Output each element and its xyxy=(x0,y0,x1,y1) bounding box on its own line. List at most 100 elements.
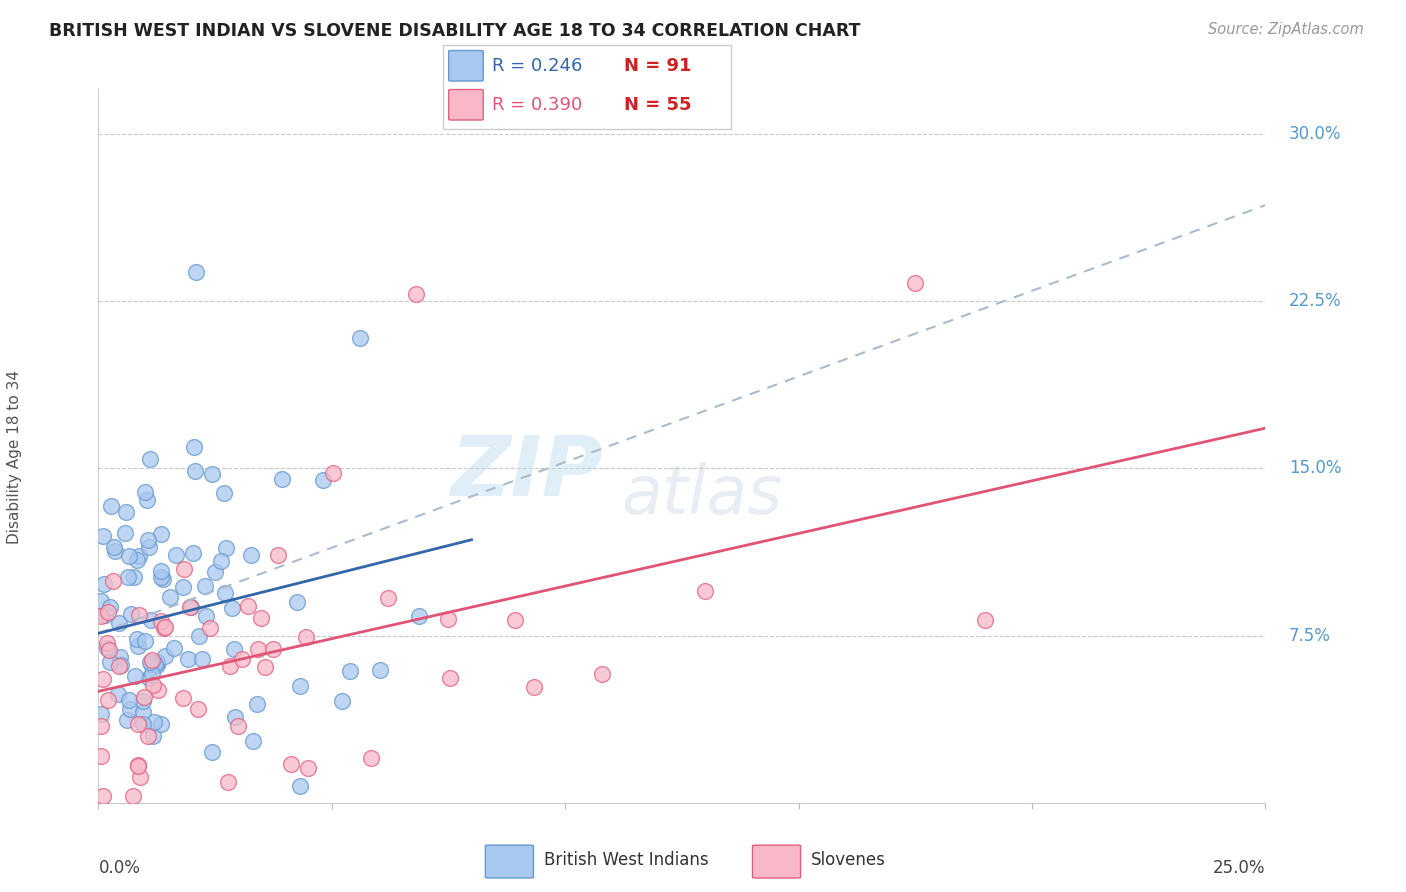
Point xyxy=(127,632,149,646)
Text: N = 55: N = 55 xyxy=(624,95,692,114)
FancyBboxPatch shape xyxy=(485,845,533,878)
Point xyxy=(145,655,167,669)
Point xyxy=(201,467,224,481)
Point xyxy=(136,729,159,743)
Point xyxy=(141,653,163,667)
Point xyxy=(134,485,156,500)
Point xyxy=(179,599,201,614)
Text: ZIP: ZIP xyxy=(450,433,603,513)
Text: 25.0%: 25.0% xyxy=(1213,858,1265,877)
Point xyxy=(96,636,118,650)
Point xyxy=(139,613,162,627)
Point xyxy=(117,570,139,584)
Point xyxy=(142,678,165,692)
Point xyxy=(90,719,112,733)
Point xyxy=(294,630,316,644)
Point xyxy=(224,710,246,724)
Point xyxy=(146,658,169,673)
Point xyxy=(128,549,150,563)
Point xyxy=(209,554,232,568)
Point xyxy=(226,718,249,732)
Point xyxy=(139,655,162,669)
Point xyxy=(142,729,165,743)
Point xyxy=(127,759,149,773)
Point xyxy=(249,610,271,624)
Point xyxy=(127,716,149,731)
Point xyxy=(139,451,162,466)
Point xyxy=(125,552,148,566)
Point xyxy=(110,657,132,672)
FancyBboxPatch shape xyxy=(752,845,800,878)
Point xyxy=(523,680,546,694)
Point xyxy=(115,713,138,727)
Point xyxy=(198,621,221,635)
Point xyxy=(405,287,427,301)
Point xyxy=(110,650,132,665)
Point xyxy=(143,714,166,729)
Point xyxy=(181,546,204,560)
Text: 7.5%: 7.5% xyxy=(1289,626,1330,645)
Point xyxy=(439,671,461,685)
Point xyxy=(152,572,174,586)
Point xyxy=(90,748,112,763)
Point xyxy=(377,591,399,605)
Point xyxy=(93,577,115,591)
Text: Source: ZipAtlas.com: Source: ZipAtlas.com xyxy=(1208,22,1364,37)
Point xyxy=(187,702,209,716)
Point xyxy=(217,774,239,789)
Point xyxy=(127,639,149,653)
Point xyxy=(138,533,160,548)
Point xyxy=(143,657,166,672)
Point xyxy=(186,265,208,279)
Point xyxy=(339,664,361,678)
Point xyxy=(290,779,312,793)
Point xyxy=(149,526,172,541)
Point xyxy=(183,440,205,454)
Point xyxy=(505,613,527,627)
Point xyxy=(101,574,124,588)
Point xyxy=(100,499,122,513)
FancyBboxPatch shape xyxy=(443,45,731,129)
Point xyxy=(135,492,157,507)
Point xyxy=(97,605,120,619)
Point xyxy=(114,525,136,540)
Point xyxy=(159,590,181,604)
Point xyxy=(98,656,121,670)
Text: 0.0%: 0.0% xyxy=(98,858,141,877)
Point xyxy=(134,634,156,648)
Point xyxy=(904,276,927,290)
FancyBboxPatch shape xyxy=(449,51,484,81)
Point xyxy=(155,649,177,664)
Point xyxy=(270,471,292,485)
Point xyxy=(138,671,160,685)
Point xyxy=(91,529,114,543)
Point xyxy=(120,607,142,621)
Point xyxy=(221,601,243,615)
Point xyxy=(138,541,160,555)
Point xyxy=(107,688,129,702)
Point xyxy=(231,652,253,666)
Point xyxy=(267,548,290,562)
Point xyxy=(253,660,276,674)
Point xyxy=(172,690,194,705)
Point xyxy=(118,692,141,706)
Point xyxy=(141,657,163,671)
Point xyxy=(90,608,112,623)
Point xyxy=(288,679,311,693)
Point xyxy=(114,505,136,519)
Point xyxy=(262,641,284,656)
Point xyxy=(149,570,172,584)
Text: British West Indians: British West Indians xyxy=(544,851,709,870)
Point xyxy=(165,548,187,562)
Text: 30.0%: 30.0% xyxy=(1289,125,1341,143)
Point xyxy=(695,583,717,598)
Point xyxy=(98,642,121,657)
Point xyxy=(127,757,149,772)
Point xyxy=(287,595,309,609)
Text: N = 91: N = 91 xyxy=(624,57,692,75)
Point xyxy=(108,659,131,673)
Point xyxy=(122,570,145,584)
Point xyxy=(236,599,259,613)
Point xyxy=(90,707,112,722)
Point xyxy=(312,473,335,487)
